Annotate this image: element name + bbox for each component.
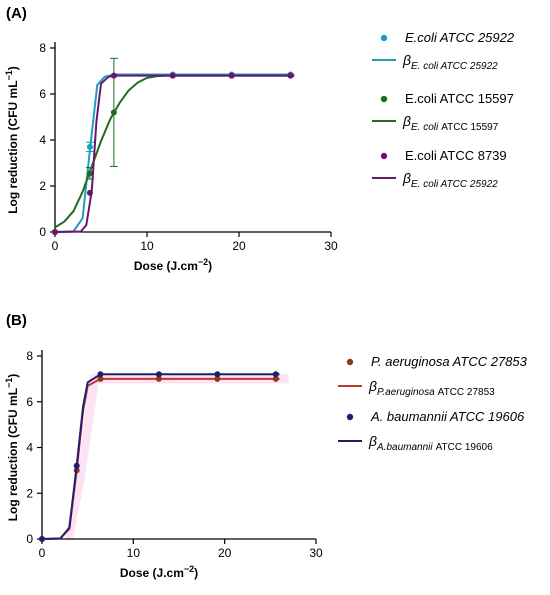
data-point-series-2 [228, 72, 235, 79]
y-tick-label: 8 [26, 349, 33, 363]
y-axis-title: Log reduction (CFU mL−1) [4, 374, 20, 522]
y-axis-title-sup: −1 [4, 70, 14, 80]
y-tick-label: 8 [39, 41, 46, 55]
legend-fit-symbol: β [402, 170, 411, 186]
x-tick-label: 10 [127, 546, 141, 560]
legend-fit-subscript-rest: ATCC 19606 [436, 442, 494, 453]
legend-fit-subscript-rest: ATCC 27853 [438, 387, 496, 398]
y-tick-label: 6 [39, 87, 46, 101]
legend-fit-subscript-rest: ATCC 15597 [441, 122, 499, 133]
legend-fit-subscript: E. coli ATCC 25922 [411, 61, 498, 72]
panel-label: (B) [6, 312, 27, 329]
data-point-series-0 [272, 375, 279, 382]
x-tick-label: 20 [218, 546, 232, 560]
legend-fit-label: βA.baumannii ATCC 19606 [368, 433, 493, 453]
confidence-band [64, 374, 289, 539]
x-tick-label: 20 [232, 239, 246, 253]
data-point-series-2 [287, 72, 294, 79]
data-point-series-1 [155, 371, 162, 378]
data-point-series-2 [110, 72, 117, 79]
legend-fit-subscript: E. coli [411, 122, 439, 133]
data-point-series-1 [272, 371, 279, 378]
y-tick-label: 6 [26, 395, 33, 409]
legend-fit-subscript: P.aeruginosa [377, 387, 435, 398]
legend-marker [380, 34, 388, 42]
x-axis-title-sup: −2 [184, 564, 194, 574]
x-axis-title: Dose (J.cm−2) [120, 564, 198, 580]
legend-marker [380, 95, 388, 103]
data-point-series-1 [39, 536, 45, 542]
x-tick-label: 30 [324, 239, 338, 253]
data-point-series-0 [155, 375, 162, 382]
y-axis-title-close: ) [6, 66, 20, 70]
legend-label: P. aeruginosa ATCC 27853 [371, 354, 528, 369]
data-point-series-2 [52, 229, 58, 235]
x-tick-label: 0 [52, 239, 59, 253]
data-point-series-0 [97, 375, 104, 382]
y-axis-title-close: ) [6, 374, 20, 378]
legend-marker [346, 358, 354, 366]
y-axis-title-sup: −1 [4, 378, 14, 388]
y-tick-label: 4 [39, 133, 46, 147]
data-point-series-1 [110, 109, 117, 116]
legend-fit-label: βE. coli ATCC 15597 [402, 113, 499, 133]
legend-fit-symbol: β [402, 113, 411, 129]
x-axis-title-main: Dose (J.cm [120, 566, 184, 580]
legend-fit-subscript: E. coli ATCC 25922 [411, 179, 498, 190]
x-axis-title-close: ) [208, 259, 212, 273]
legend-label: E.coli ATCC 15597 [405, 91, 514, 106]
legend-marker [380, 152, 388, 160]
data-point-series-0 [214, 375, 221, 382]
y-axis-title-main: Log reduction (CFU mL [6, 80, 20, 213]
y-tick-label: 0 [39, 225, 46, 239]
legend-label: E.coli ATCC 8739 [405, 148, 507, 163]
y-tick-label: 2 [39, 179, 46, 193]
x-axis-title-main: Dose (J.cm [134, 259, 198, 273]
data-point-series-1 [97, 371, 104, 378]
legend-fit-symbol: β [402, 52, 411, 68]
x-tick-label: 10 [140, 239, 154, 253]
legend-fit-label: βE. coli ATCC 25922 [402, 170, 498, 190]
y-tick-label: 0 [26, 532, 33, 546]
legend-label: E.coli ATCC 25922 [405, 30, 515, 45]
x-axis-title: Dose (J.cm−2) [134, 257, 212, 273]
legend-fit-label: βE. coli ATCC 25922 [402, 52, 498, 72]
data-point-series-2 [169, 72, 176, 79]
legend-fit-subscript: A.baumannii [376, 442, 433, 453]
data-point-series-1 [214, 371, 221, 378]
data-point-series-1 [73, 462, 80, 469]
legend-marker [346, 413, 354, 421]
data-point-series-0 [86, 143, 93, 150]
data-point-series-2 [86, 189, 93, 196]
x-tick-label: 30 [309, 546, 323, 560]
y-tick-label: 2 [26, 486, 33, 500]
fit-curve-series-2 [54, 74, 295, 233]
y-axis-title: Log reduction (CFU mL−1) [4, 66, 20, 214]
data-point-series-1 [86, 170, 93, 177]
panel-label: (A) [6, 5, 27, 22]
legend-fit-symbol: β [368, 433, 377, 449]
x-axis-title-close: ) [194, 566, 198, 580]
x-tick-label: 0 [39, 546, 46, 560]
y-axis-title-main: Log reduction (CFU mL [6, 388, 20, 521]
y-tick-label: 4 [26, 441, 33, 455]
legend-fit-symbol: β [368, 378, 377, 394]
legend-fit-label: βP.aeruginosa ATCC 27853 [368, 378, 495, 398]
fit-curve-series-0 [54, 73, 295, 233]
legend-label: A. baumannii ATCC 19606 [370, 409, 525, 424]
x-axis-title-sup: −2 [198, 257, 208, 267]
